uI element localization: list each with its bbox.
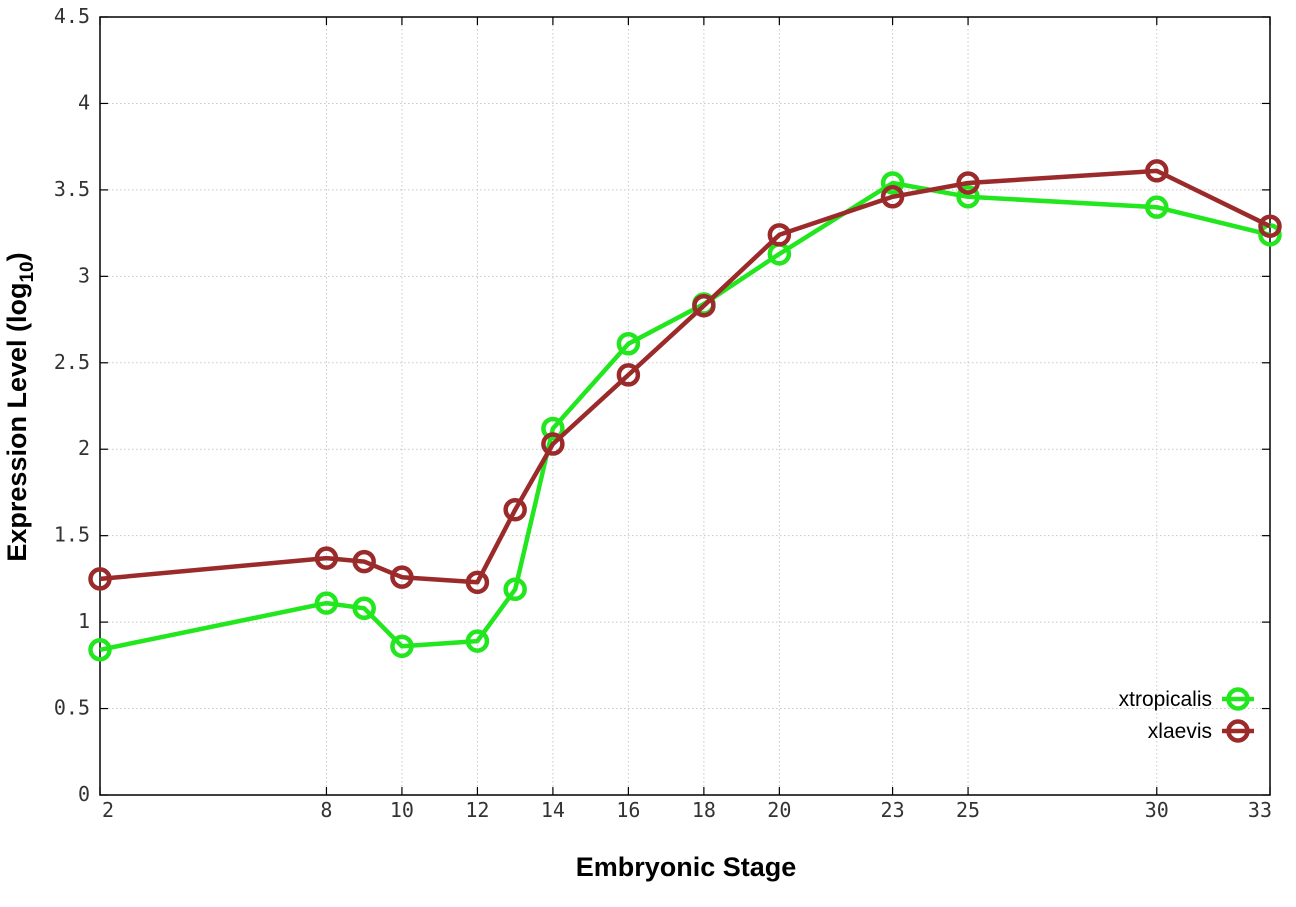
data-point <box>88 567 112 591</box>
y-tick-label: 4 <box>78 90 90 114</box>
data-point <box>88 638 112 662</box>
data-point <box>541 416 565 441</box>
data-point <box>1145 159 1169 183</box>
x-tick-label: 33 <box>1248 798 1272 822</box>
y-tick-label: 2.5 <box>54 350 90 374</box>
legend: xtropicalis xlaevis <box>1119 687 1254 743</box>
y-axis-title: Expression Level (log10) <box>2 252 38 561</box>
data-point <box>390 565 414 589</box>
x-tick-label: 30 <box>1145 798 1169 822</box>
series-xtropicalis <box>88 171 1282 662</box>
x-tick-label: 14 <box>541 798 565 822</box>
data-point <box>352 549 376 574</box>
y-tick-label: 4.5 <box>54 4 90 28</box>
data-point <box>616 332 641 356</box>
data-point <box>352 596 376 621</box>
data-point <box>503 577 527 602</box>
data-point <box>880 185 905 209</box>
legend-item-xtropicalis: xtropicalis <box>1119 687 1254 711</box>
y-tick-label: 3.5 <box>54 177 90 201</box>
x-tick-label: 10 <box>390 798 414 822</box>
y-axis-title-main: Expression Level (log <box>2 283 32 562</box>
data-point <box>314 546 339 570</box>
data-point <box>1145 195 1169 219</box>
series-layer <box>88 159 1282 662</box>
y-tick-label: 1 <box>78 609 90 633</box>
y-tick-label: 2 <box>78 436 90 460</box>
data-point <box>692 293 716 318</box>
data-point <box>956 185 980 209</box>
grid-lines <box>100 17 1270 795</box>
legend-label: xtropicalis <box>1119 688 1212 711</box>
axis-ticks: 0 0.5 1 1.5 2 2.5 3 3.5 4 4.5 2 8 10 12 14 16 18 20 23 25 30… <box>54 4 1272 822</box>
data-point <box>616 363 641 387</box>
y-axis-title-close: ) <box>2 252 32 261</box>
series-xlaevis <box>88 159 1282 595</box>
plot-area-border <box>99 16 1271 796</box>
legend-label: xlaevis <box>1148 720 1212 743</box>
x-tick-label: 16 <box>616 798 640 822</box>
x-axis-title: Embryonic Stage <box>576 852 797 882</box>
y-tick-label: 3 <box>78 263 90 287</box>
x-tick-label: 8 <box>320 798 332 822</box>
x-tick-label: 12 <box>465 798 489 822</box>
data-point <box>503 497 527 522</box>
data-point <box>767 223 792 247</box>
legend-marker-swatch <box>1226 687 1250 711</box>
data-point <box>390 634 414 659</box>
data-point <box>465 629 490 653</box>
y-axis-title-subscript: 10 <box>17 261 38 282</box>
data-point <box>956 171 980 195</box>
data-point <box>541 432 565 456</box>
x-tick-label: 25 <box>956 798 980 822</box>
data-point <box>465 570 490 595</box>
x-tick-label: 2 <box>102 798 114 822</box>
data-point <box>880 171 905 195</box>
series-line <box>99 180 1271 653</box>
legend-item-xlaevis: xlaevis <box>1148 719 1254 743</box>
legend-marker-swatch <box>1226 719 1250 743</box>
y-tick-label: 0 <box>78 782 90 806</box>
x-tick-label: 20 <box>767 798 791 822</box>
y-tick-label: 1.5 <box>54 523 90 547</box>
x-tick-label: 18 <box>692 798 716 822</box>
data-point <box>1258 214 1282 238</box>
x-tick-label: 23 <box>881 798 905 822</box>
data-point <box>314 591 339 615</box>
series-line <box>99 168 1271 585</box>
y-tick-label: 0.5 <box>54 696 90 720</box>
